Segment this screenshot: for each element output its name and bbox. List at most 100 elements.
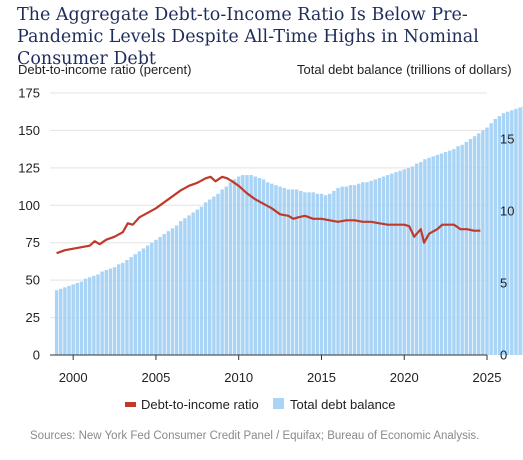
debt-balance-bar: [274, 185, 278, 355]
debt-balance-bar: [125, 259, 129, 355]
debt-balance-bar: [212, 196, 216, 355]
debt-balance-bar: [121, 262, 125, 355]
debt-balance-bar: [497, 116, 502, 356]
y-left-tick-label: 125: [18, 160, 40, 175]
debt-balance-bar: [104, 270, 108, 355]
debt-balance-bar: [224, 186, 229, 355]
debt-balance-bar: [419, 162, 423, 355]
debt-balance-bar: [365, 182, 369, 355]
debt-balance-bar: [493, 118, 497, 356]
debt-balance-bar: [54, 290, 59, 355]
axis-layer: 0 25 50 75 100 125 150 175 0 5 10 15 2000 2005 2010 201…: [18, 86, 514, 386]
debt-balance-bar: [319, 193, 324, 355]
debt-balance-bar: [170, 228, 175, 355]
y-left-tick-label: 75: [26, 235, 40, 250]
debt-balance-bar: [340, 186, 344, 355]
debt-balance-bar: [100, 271, 104, 355]
debt-balance-bar: [369, 180, 373, 355]
debt-balance-bar: [183, 218, 187, 355]
debt-balance-bar: [410, 166, 415, 355]
debt-balance-bar: [303, 192, 307, 355]
debt-balance-bar: [456, 146, 460, 355]
debt-balance-bar: [352, 185, 357, 355]
debt-balance-bar: [83, 278, 88, 355]
debt-balance-bar: [137, 251, 142, 355]
debt-balance-bar: [203, 202, 208, 355]
debt-balance-bar: [245, 175, 249, 355]
y-left-tick-label: 0: [33, 348, 40, 363]
debt-balance-bar: [460, 144, 464, 355]
x-tick-label: 2010: [224, 370, 253, 385]
debt-balance-bar: [88, 277, 92, 355]
debt-balance-bar: [290, 189, 295, 355]
debt-balance-bar: [158, 236, 162, 355]
debt-balance-bar: [390, 173, 394, 355]
debt-balance-bar: [489, 123, 493, 355]
debt-balance-bar: [443, 152, 448, 355]
line-layer: [56, 175, 481, 255]
debt-balance-bar: [348, 185, 353, 355]
debt-balance-bar: [96, 274, 100, 355]
debt-balance-bar: [241, 175, 245, 355]
debt-balance-bar: [253, 176, 257, 355]
debt-balance-bar: [423, 159, 427, 355]
debt-balance-bar: [162, 234, 166, 355]
debt-balance-bar: [208, 199, 212, 355]
debt-balance-bar: [195, 209, 200, 355]
source-note: Sources: New York Fed Consumer Credit Pa…: [30, 430, 480, 442]
debt-balance-bar: [361, 182, 365, 355]
debt-balance-bar: [145, 245, 150, 355]
debt-balance-bar: [174, 225, 179, 355]
debt-balance-bar: [187, 215, 191, 355]
debt-balance-bar: [75, 283, 80, 355]
right-axis-title: Total debt balance (trillions of dollars…: [297, 62, 512, 77]
x-tick-label: 2000: [59, 370, 88, 385]
debt-balance-bar: [220, 189, 224, 355]
y-left-tick-label: 175: [18, 86, 40, 101]
debt-balance-bar: [328, 193, 332, 355]
debt-balance-bar: [332, 190, 336, 355]
debt-balance-bar: [464, 141, 469, 355]
debt-balance-bar: [427, 157, 431, 355]
legend-label-total-debt: Total debt balance: [290, 397, 396, 412]
debt-balance-bar: [385, 175, 390, 355]
debt-balance-bar: [278, 186, 282, 355]
debt-balance-bar: [414, 163, 419, 355]
debt-balance-bar: [112, 267, 117, 355]
debt-balance-bar: [477, 133, 481, 355]
debt-balance-bar: [448, 150, 452, 355]
y-left-tick-label: 100: [18, 198, 40, 213]
legend: Debt-to-income ratio Total debt balance: [125, 397, 396, 412]
bar-layer: [54, 105, 523, 356]
debt-balance-bar: [92, 275, 96, 355]
debt-balance-bar: [311, 192, 315, 355]
x-tick-label: 2015: [307, 370, 336, 385]
debt-balance-bar: [59, 288, 63, 355]
debt-balance-bar: [510, 110, 514, 356]
debt-balance-bar: [452, 149, 456, 355]
debt-balance-bar: [261, 179, 266, 355]
legend-swatch-total-debt: [273, 398, 284, 409]
debt-balance-bar: [435, 154, 440, 355]
debt-balance-bar: [116, 264, 121, 355]
debt-balance-bar: [406, 167, 411, 355]
debt-balance-bar: [481, 130, 485, 355]
y-left-tick-label: 25: [26, 310, 40, 325]
debt-balance-bar: [394, 172, 398, 355]
debt-balance-bar: [286, 189, 291, 355]
debt-balance-bar: [63, 287, 67, 355]
debt-balance-bar: [344, 186, 349, 355]
legend-label-debt-to-income: Debt-to-income ratio: [141, 397, 259, 412]
debt-balance-bar: [270, 183, 274, 355]
debt-balance-bar: [232, 179, 237, 355]
debt-balance-bar: [129, 257, 133, 355]
debt-balance-bar: [79, 281, 84, 355]
debt-balance-bar: [402, 169, 406, 355]
debt-balance-bar: [468, 139, 473, 355]
x-tick-label: 2020: [390, 370, 419, 385]
debt-balance-bar: [431, 156, 435, 355]
debt-balance-bar: [356, 183, 361, 355]
debt-balance-bar: [166, 231, 171, 355]
